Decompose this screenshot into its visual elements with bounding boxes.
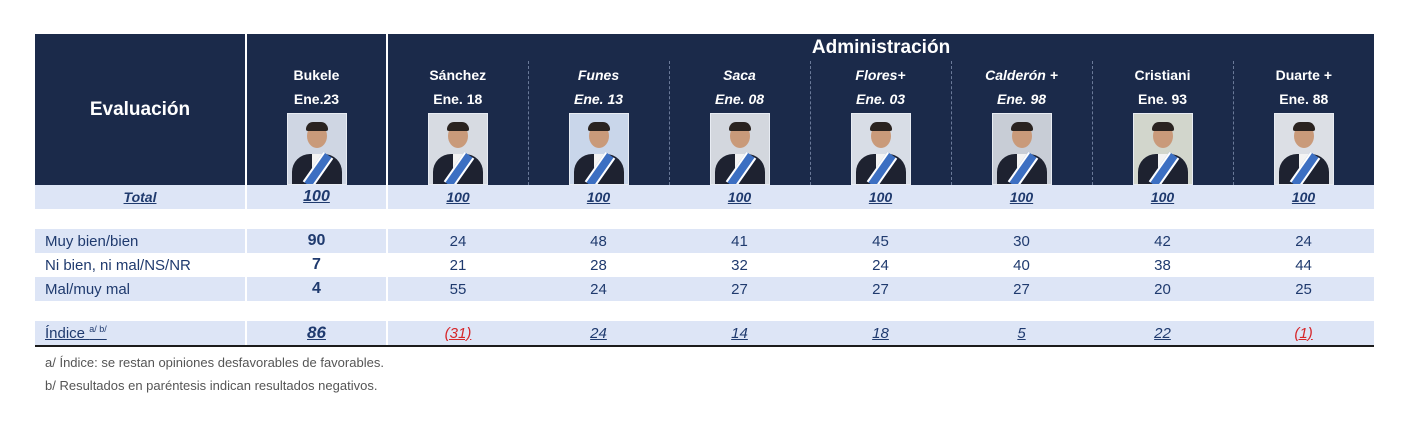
president-header-cell: Calderón + Ene. 98 xyxy=(950,61,1092,185)
president-portrait-image xyxy=(991,113,1052,185)
indice-value: (1) xyxy=(1233,321,1375,347)
total-value: 100 xyxy=(1092,185,1233,209)
indice-value: 24 xyxy=(528,321,669,347)
president-header-row: Bukele Ene.23 Sánchez Ene. 18 Funes Ene. 13 Sa… xyxy=(35,61,1375,185)
table-cell-value: 27 xyxy=(669,277,810,301)
president-portrait-image xyxy=(568,113,629,185)
indice-superscript: a/ b/ xyxy=(89,324,107,334)
president-name: Sánchez xyxy=(429,67,487,83)
table-cell-value: 7 xyxy=(245,253,387,277)
total-value: 100 xyxy=(810,185,951,209)
president-portrait-image xyxy=(427,113,488,185)
table-row: Mal/muy mal 4 55 24 27 27 27 20 25 xyxy=(35,277,1375,301)
evaluation-header: Evaluación xyxy=(35,34,246,185)
president-date: Ene. 03 xyxy=(855,91,906,107)
president-header-cell: Funes Ene. 13 xyxy=(527,61,669,185)
indice-value: 86 xyxy=(245,321,387,347)
table-cell-value: 27 xyxy=(810,277,951,301)
table-row: Ni bien, ni mal/NS/NR 7 21 28 32 24 40 38 44 xyxy=(35,253,1375,277)
total-row: Total 100 100 100 100 100 100 100 100 xyxy=(35,185,1375,209)
spacer-row xyxy=(35,209,1375,229)
total-value: 100 xyxy=(951,185,1092,209)
president-name: Flores+ xyxy=(855,67,906,83)
total-value: 100 xyxy=(386,185,528,209)
table-cell-value: 41 xyxy=(669,229,810,253)
indice-row: Índice a/ b/ 86 (31) 24 14 18 5 22 (1) xyxy=(35,321,1375,347)
table-cell-value: 28 xyxy=(528,253,669,277)
president-header-cell: Saca Ene. 08 xyxy=(668,61,810,185)
table-cell-value: 20 xyxy=(1092,277,1233,301)
table-cell-value: 90 xyxy=(245,229,387,253)
table-cell-value: 21 xyxy=(386,253,528,277)
evaluation-table-wrapper: Evaluación Administración Bukele Ene.23 Sá… xyxy=(35,34,1375,397)
president-header-cell: Cristiani Ene. 93 xyxy=(1091,61,1233,185)
table-cell-value: 30 xyxy=(951,229,1092,253)
total-value: 100 xyxy=(669,185,810,209)
president-portrait-image xyxy=(850,113,911,185)
indice-value: (31) xyxy=(386,321,528,347)
table-cell-value: 55 xyxy=(386,277,528,301)
president-name: Calderón + xyxy=(985,67,1058,83)
total-value: 100 xyxy=(245,185,387,209)
president-date: Ene. 18 xyxy=(433,91,483,107)
president-date: Ene. 08 xyxy=(714,91,765,107)
president-portrait-image xyxy=(1132,113,1193,185)
president-name: Saca xyxy=(723,67,756,83)
table-cell-value: 4 xyxy=(245,277,387,301)
total-value: 100 xyxy=(528,185,669,209)
table-cell-value: 40 xyxy=(951,253,1092,277)
row-label: Muy bien/bien xyxy=(35,229,246,253)
administration-header: Administración xyxy=(385,34,1375,61)
table-cell-value: 27 xyxy=(951,277,1092,301)
spacer-row xyxy=(35,301,1375,321)
row-label: Ni bien, ni mal/NS/NR xyxy=(35,253,246,277)
table-cell-value: 24 xyxy=(386,229,528,253)
president-header-cell: Flores+ Ene. 03 xyxy=(809,61,951,185)
indice-value: 18 xyxy=(810,321,951,347)
table-cell-value: 42 xyxy=(1092,229,1233,253)
table-cell-value: 38 xyxy=(1092,253,1233,277)
table-cell-value: 45 xyxy=(810,229,951,253)
total-label: Total xyxy=(35,185,246,209)
total-value: 100 xyxy=(1233,185,1375,209)
president-portrait-image xyxy=(709,113,770,185)
president-name: Funes xyxy=(577,67,620,83)
row-label: Mal/muy mal xyxy=(35,277,246,301)
president-header-cell: Bukele Ene.23 xyxy=(245,61,387,185)
president-date: Ene. 93 xyxy=(1137,91,1188,107)
president-portrait-image xyxy=(1273,113,1334,185)
table-cell-value: 24 xyxy=(810,253,951,277)
header-blank-cell xyxy=(245,34,387,61)
president-date: Ene.23 xyxy=(293,91,340,107)
indice-label-text: Índice xyxy=(45,325,86,342)
footnote-b: b/ Resultados en paréntesis indican resu… xyxy=(45,378,378,393)
footnote-a: a/ Índice: se restan opiniones desfavora… xyxy=(45,355,384,370)
table-cell-value: 48 xyxy=(528,229,669,253)
indice-value: 22 xyxy=(1092,321,1233,347)
president-portrait-image xyxy=(286,113,347,185)
table-cell-value: 24 xyxy=(1233,229,1375,253)
indice-value: 14 xyxy=(669,321,810,347)
table-cell-value: 44 xyxy=(1233,253,1375,277)
president-date: Ene. 88 xyxy=(1279,91,1329,107)
indice-label: Índice a/ b/ xyxy=(35,321,246,347)
table-cell-value: 24 xyxy=(528,277,669,301)
president-name: Duarte + xyxy=(1275,67,1332,83)
table-cell-value: 32 xyxy=(669,253,810,277)
header-top-row: Evaluación Administración xyxy=(35,34,1375,185)
president-name: Cristiani xyxy=(1134,67,1191,83)
president-header-cell: Sánchez Ene. 18 xyxy=(386,61,528,185)
president-date: Ene. 13 xyxy=(573,91,624,107)
president-date: Ene. 98 xyxy=(996,91,1047,107)
indice-value: 5 xyxy=(951,321,1092,347)
president-name: Bukele xyxy=(293,67,340,83)
president-header-cell: Duarte + Ene. 88 xyxy=(1232,61,1375,185)
table-cell-value: 25 xyxy=(1233,277,1375,301)
table-row: Muy bien/bien 90 24 48 41 45 30 42 24 xyxy=(35,229,1375,253)
evaluation-table: Evaluación Administración Bukele Ene.23 Sá… xyxy=(35,34,1375,347)
